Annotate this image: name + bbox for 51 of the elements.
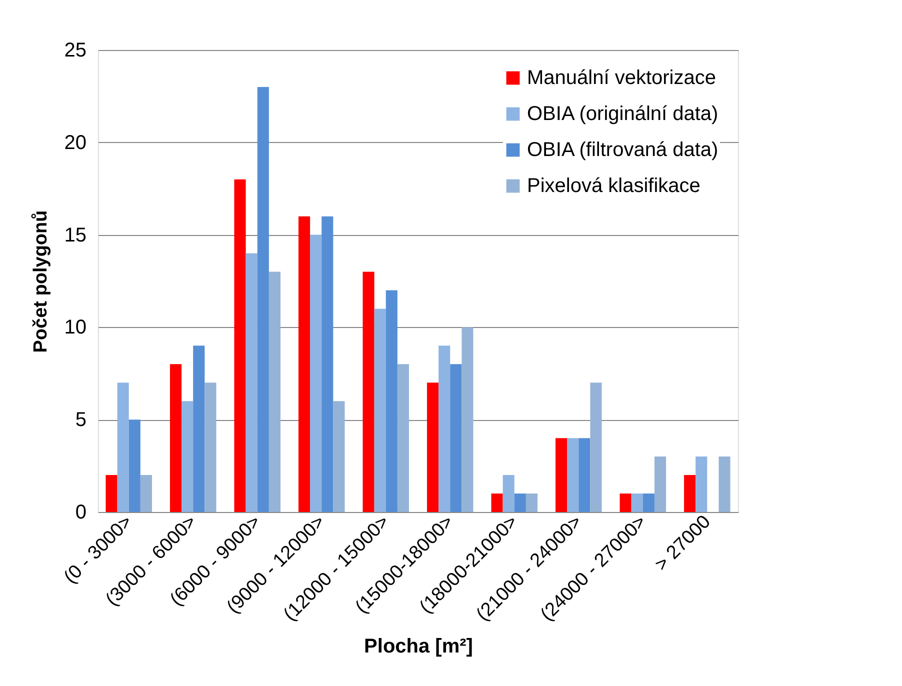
bar bbox=[567, 438, 579, 512]
y-tick-label: 25 bbox=[64, 40, 86, 62]
bar bbox=[257, 86, 269, 512]
bar bbox=[298, 216, 310, 512]
bar bbox=[578, 438, 590, 512]
bar bbox=[684, 475, 696, 512]
bar bbox=[322, 216, 334, 512]
bar bbox=[718, 456, 730, 512]
y-tick-label: 20 bbox=[64, 132, 86, 154]
bar bbox=[106, 475, 118, 512]
y-tick-label: 5 bbox=[75, 409, 86, 432]
bar bbox=[590, 382, 602, 512]
y-tick-label: 15 bbox=[64, 224, 86, 246]
bar bbox=[310, 234, 322, 512]
bar bbox=[117, 382, 129, 512]
bar bbox=[193, 346, 205, 512]
bar bbox=[374, 308, 386, 512]
bar bbox=[502, 475, 514, 512]
bar bbox=[654, 456, 666, 512]
bar bbox=[556, 438, 568, 512]
bar bbox=[333, 401, 345, 512]
legend-label: Manuální vektorizace bbox=[527, 67, 716, 89]
bar bbox=[438, 346, 450, 512]
y-axis-title: Počet polygonů bbox=[30, 210, 52, 353]
bar bbox=[386, 290, 398, 512]
bar bbox=[696, 456, 708, 512]
bar bbox=[450, 364, 462, 512]
legend-label: Pixelová klasifikace bbox=[527, 175, 700, 197]
y-tick-label: 10 bbox=[64, 316, 86, 339]
bar bbox=[140, 475, 152, 512]
bar bbox=[514, 494, 526, 512]
bar bbox=[462, 327, 474, 512]
legend-label: OBIA (originální data) bbox=[527, 103, 718, 125]
bar bbox=[246, 253, 258, 512]
bar bbox=[170, 364, 182, 512]
bar bbox=[128, 420, 140, 512]
bar bbox=[491, 494, 503, 512]
bar bbox=[182, 401, 194, 512]
bar bbox=[631, 494, 643, 512]
bar bbox=[268, 272, 280, 512]
bar bbox=[362, 272, 374, 512]
bar bbox=[234, 179, 246, 512]
bar bbox=[204, 382, 216, 512]
y-tick-label: 0 bbox=[75, 502, 86, 524]
bar bbox=[426, 382, 439, 512]
bar bbox=[397, 364, 410, 512]
bar bbox=[642, 494, 654, 512]
x-axis-title: Plocha [m²] bbox=[364, 636, 473, 658]
legend-label: OBIA (filtrovaná data) bbox=[527, 139, 718, 161]
bar bbox=[526, 494, 538, 512]
bar bbox=[620, 494, 632, 512]
